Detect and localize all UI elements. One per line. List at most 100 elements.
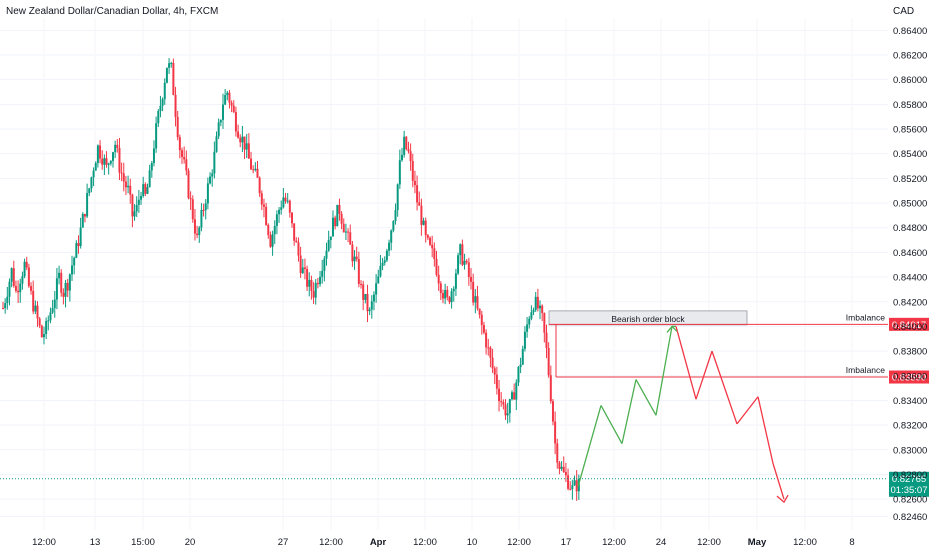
candle-body	[422, 220, 425, 225]
candle-body	[472, 281, 475, 303]
candle-body	[301, 267, 304, 274]
candle-body	[347, 231, 350, 233]
candle-body	[88, 188, 91, 194]
candle-body	[454, 273, 457, 289]
candle-body	[562, 466, 565, 473]
x-tick-label: 12:00	[697, 537, 721, 548]
projection-segment	[695, 350, 713, 400]
candle-body	[351, 244, 354, 262]
projection-path	[577, 325, 789, 504]
candle-body	[498, 388, 501, 402]
candle-body	[152, 148, 155, 164]
candle-body	[137, 199, 140, 205]
candle-body	[564, 472, 567, 476]
candle-body	[176, 116, 179, 138]
candle-body	[239, 137, 242, 143]
candle-body	[243, 136, 246, 150]
order-block-box	[548, 310, 748, 326]
candle-body	[482, 325, 485, 333]
candle-body	[187, 170, 190, 198]
candle-body	[532, 309, 535, 313]
candle-body	[344, 231, 347, 233]
candle-body	[133, 211, 136, 217]
candle-body	[528, 318, 531, 325]
candle-body	[92, 170, 95, 178]
candle-body	[551, 401, 554, 422]
candle-body	[159, 105, 162, 111]
candle-body	[271, 234, 274, 247]
candle-body	[140, 195, 143, 200]
candle-body	[135, 204, 138, 212]
x-tick-label: 12:00	[793, 537, 817, 548]
y-tick-label: 0.82800	[893, 470, 927, 481]
imbalance-price-tag	[889, 317, 929, 331]
candle-body	[252, 169, 255, 171]
candle-body	[14, 285, 17, 291]
candle-body	[204, 203, 207, 211]
candle-body	[523, 331, 526, 349]
candle-body	[426, 235, 429, 238]
candle-body	[146, 187, 149, 194]
candle-body	[163, 82, 166, 100]
candle-body	[198, 227, 201, 236]
candle-body	[431, 244, 434, 249]
candle-body	[269, 235, 272, 247]
candle-body	[396, 184, 399, 211]
candle-body	[357, 259, 360, 284]
candle-body	[224, 94, 227, 105]
candle-body	[571, 485, 574, 490]
candle-body	[107, 163, 110, 165]
candle-body	[111, 152, 114, 161]
y-tick-label: 0.85800	[893, 100, 927, 111]
candle-body	[411, 161, 414, 181]
candle-body	[573, 480, 576, 486]
candle-body	[368, 309, 371, 312]
candle-body	[200, 209, 203, 228]
candle-body	[424, 220, 427, 236]
candle-body	[500, 401, 503, 403]
candle-body	[541, 305, 544, 314]
candle-body	[418, 202, 421, 206]
candle-body	[461, 244, 464, 265]
projection-segment	[711, 350, 738, 425]
candle-body	[355, 256, 358, 260]
candle-body	[181, 150, 184, 157]
candle-body	[211, 173, 214, 177]
candle-body	[275, 214, 278, 226]
candle-body	[560, 466, 563, 469]
x-tick-label: 15:00	[131, 537, 155, 548]
x-tick-label: 12:00	[507, 537, 531, 548]
candle-body	[254, 168, 257, 170]
y-tick-label: 0.85600	[893, 125, 927, 136]
candle-body	[73, 257, 76, 266]
candle-body	[185, 159, 188, 171]
candle-body	[25, 261, 28, 268]
candle-body	[405, 136, 408, 150]
candle-body	[55, 278, 58, 300]
x-tick-label: 10	[467, 537, 478, 548]
y-tick-label: 0.82600	[893, 495, 927, 506]
candle-body	[19, 283, 22, 293]
chart-title: New Zealand Dollar/Canadian Dollar, 4h, …	[6, 6, 219, 17]
candle-body	[334, 217, 337, 227]
y-axis: 0.82460 0.82600 0.82800 0.83000 0.83200 0.834…	[893, 26, 927, 523]
y-tick-label: 0.85400	[893, 149, 927, 160]
candle-body	[375, 283, 378, 295]
candle-body	[256, 168, 259, 178]
candle-body	[491, 357, 494, 369]
candle-body	[416, 185, 419, 203]
candle-body	[23, 261, 26, 277]
projection-segment	[772, 463, 785, 500]
candle-body	[308, 279, 311, 287]
candle-body	[118, 147, 121, 173]
candle-body	[38, 318, 41, 326]
candle-body	[79, 227, 82, 247]
candle-body	[40, 325, 43, 338]
y-tick-label: 0.83200	[893, 421, 927, 432]
imbalance-label: Imbalance	[846, 365, 885, 375]
candle-body	[400, 154, 403, 161]
candle-body	[403, 136, 406, 155]
candle-body	[504, 404, 507, 416]
